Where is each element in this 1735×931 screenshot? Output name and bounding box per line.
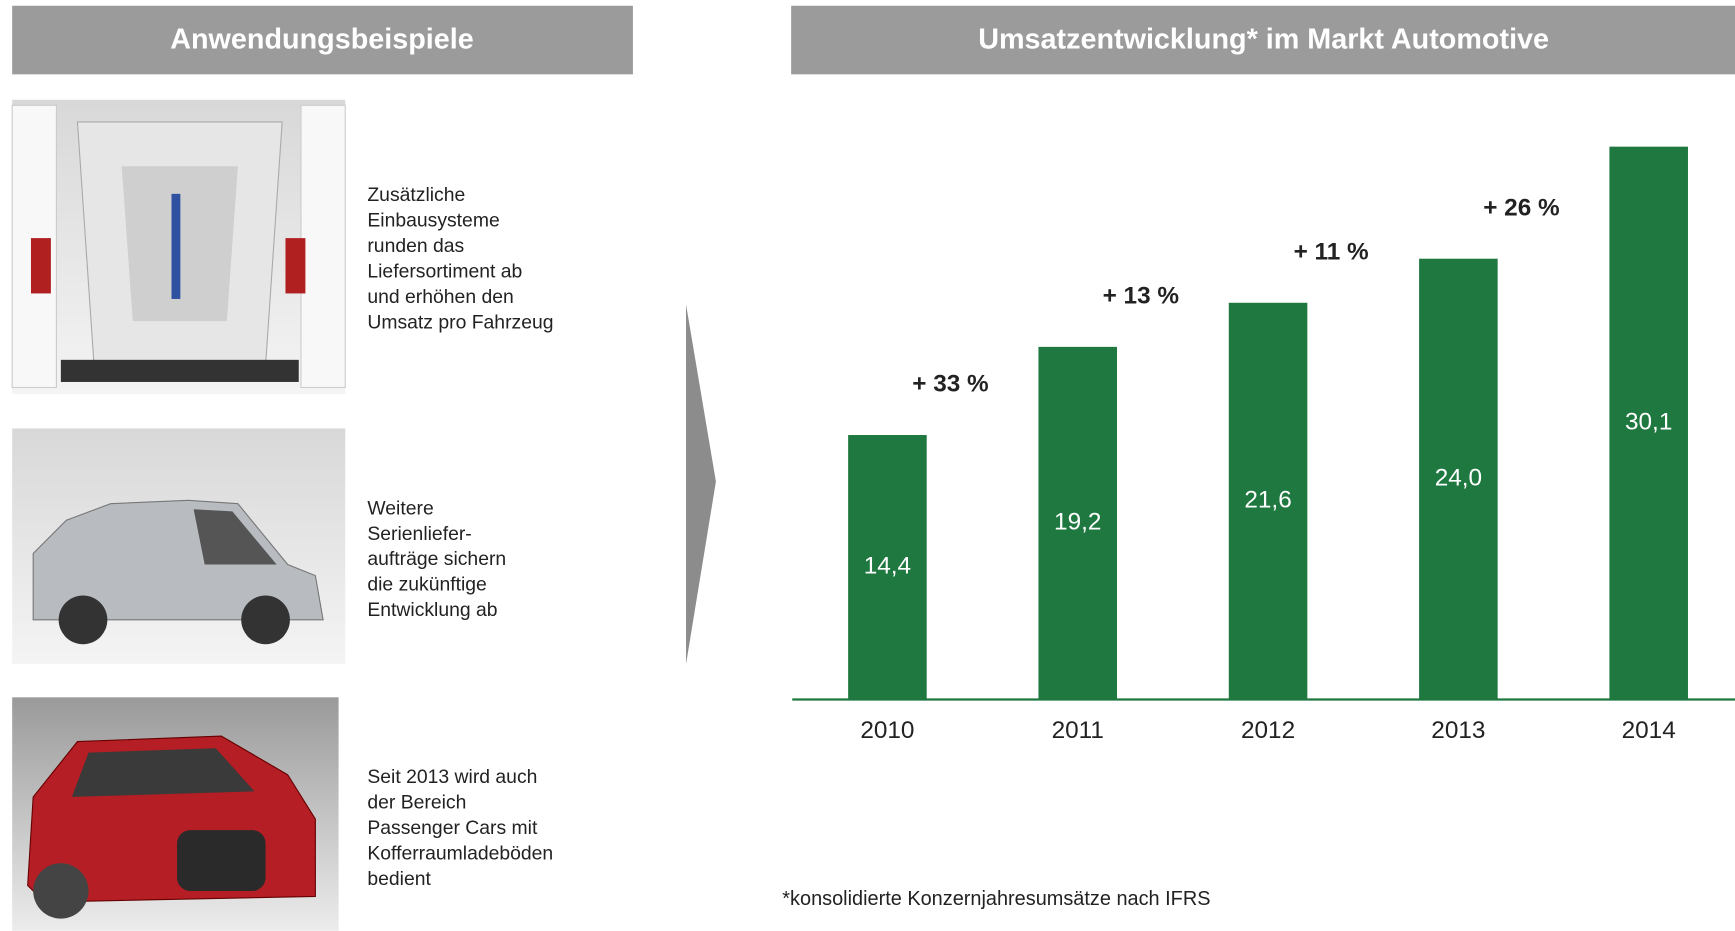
- example-text: Liefersortiment ab: [367, 261, 522, 283]
- growth-label: + 13 %: [1103, 282, 1179, 309]
- x-tick-label: 2011: [1052, 717, 1104, 744]
- example-text: runden das: [367, 235, 464, 257]
- example-text: Umsatz pro Fahrzeug: [367, 311, 553, 333]
- bar: [1609, 146, 1688, 700]
- example-text: Kofferraumladeböden: [367, 843, 553, 865]
- growth-label: + 26 %: [1483, 194, 1559, 221]
- value-label: 24,0: [1435, 465, 1482, 492]
- value-label: 21,6: [1244, 487, 1291, 514]
- example-text: aufträge sichern: [367, 548, 506, 570]
- bar: [1038, 346, 1118, 700]
- x-tick-label: 2010: [860, 717, 914, 744]
- value-label: 14,4: [864, 553, 911, 580]
- arrow: [686, 304, 716, 665]
- example-text: Passenger Cars mit: [367, 817, 538, 839]
- left-title: Anwendungsbeispiele: [170, 24, 474, 56]
- growth-label: + 33 %: [912, 371, 988, 398]
- car-image: [12, 697, 339, 931]
- bar: [848, 435, 927, 700]
- example-text: und erhöhen den: [367, 286, 513, 308]
- example-text: Seit 2013 wird auch: [367, 766, 537, 788]
- bar: [1228, 302, 1308, 700]
- example-text: Einbausysteme: [367, 210, 499, 232]
- example-text: Entwicklung ab: [367, 599, 497, 621]
- x-tick-label: 2013: [1431, 717, 1485, 744]
- example-text: der Bereich: [367, 792, 466, 814]
- x-tick-label: 2012: [1241, 717, 1295, 744]
- left-header: [12, 5, 633, 75]
- example-text: bedient: [367, 868, 431, 890]
- example-text: die zukünftige: [367, 574, 486, 596]
- value-label: 30,1: [1625, 409, 1672, 436]
- footnote: *konsolidierte Konzernjahresumsätze nach…: [782, 888, 1210, 910]
- right-header: [791, 5, 1735, 75]
- growth-label: + 11 %: [1294, 238, 1369, 265]
- chart-title: Umsatzentwicklung* im Markt Automotive: [978, 24, 1549, 56]
- example-text: Weitere: [367, 497, 433, 519]
- example-text: Zusätzliche: [367, 184, 465, 206]
- x-tick-label: 2014: [1622, 717, 1676, 744]
- van-interior-image: [11, 99, 346, 395]
- value-label: 19,2: [1054, 509, 1101, 536]
- bar: [1419, 258, 1498, 700]
- van-image: [12, 428, 346, 665]
- example-text: Serienliefer-: [367, 523, 471, 545]
